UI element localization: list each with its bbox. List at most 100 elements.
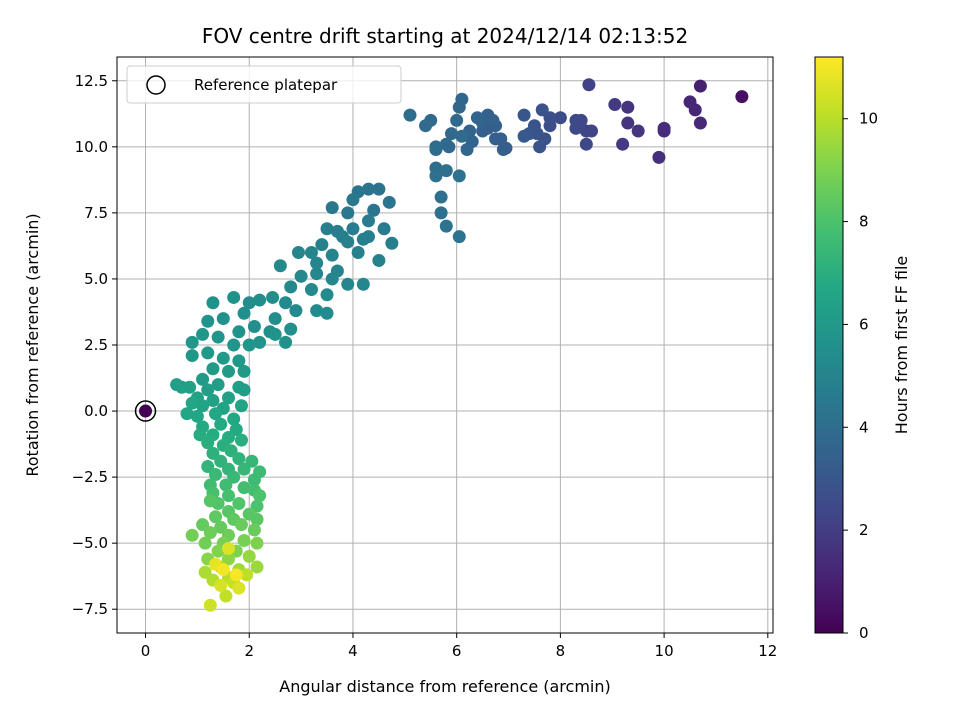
x-axis-ticks: 0 2 4 6 8 10 12 — [141, 633, 777, 660]
data-point — [250, 512, 264, 526]
data-point — [496, 142, 510, 156]
data-point — [631, 124, 645, 138]
data-point — [452, 230, 466, 244]
data-point — [693, 116, 707, 130]
x-tick-label: 8 — [556, 642, 566, 660]
data-point — [315, 238, 329, 252]
data-point — [247, 320, 261, 334]
data-point — [237, 534, 251, 548]
data-point — [201, 460, 215, 474]
data-point — [214, 417, 228, 431]
data-point — [543, 119, 557, 133]
data-point — [372, 182, 386, 196]
data-point — [419, 119, 433, 133]
data-point — [346, 193, 360, 207]
x-tick-label: 6 — [452, 642, 462, 660]
data-point — [284, 280, 298, 294]
data-point — [214, 454, 228, 468]
data-points — [134, 78, 749, 612]
data-point — [341, 277, 355, 291]
data-point — [196, 518, 210, 532]
data-point — [253, 465, 267, 479]
legend-box — [126, 65, 402, 104]
y-tick-label: 5.0 — [84, 270, 108, 288]
y-axis-label: Rotation from reference (arcmin) — [23, 213, 42, 476]
colorbar: 0 2 4 6 8 10 Hours from first FF file — [814, 56, 911, 642]
data-point — [362, 182, 376, 196]
data-point — [403, 108, 417, 122]
data-point — [203, 598, 217, 612]
data-point — [229, 568, 243, 582]
data-point — [608, 98, 622, 112]
data-point — [229, 423, 243, 437]
data-point — [232, 452, 246, 466]
data-point — [221, 541, 235, 555]
data-point — [535, 103, 549, 117]
data-point — [234, 399, 248, 413]
data-point — [320, 222, 334, 236]
data-point — [232, 325, 246, 339]
data-point — [216, 563, 230, 577]
data-point — [209, 407, 223, 421]
colorbar-tick-label: 0 — [859, 624, 869, 642]
data-point — [310, 304, 324, 318]
x-tick-label: 0 — [141, 642, 151, 660]
colorbar-label: Hours from first FF file — [892, 256, 911, 435]
data-point — [201, 314, 215, 328]
data-point — [232, 581, 246, 595]
data-point — [253, 293, 267, 307]
data-point — [582, 78, 596, 92]
data-point — [382, 195, 396, 209]
data-point — [224, 444, 238, 458]
legend: Reference platepar — [126, 65, 402, 104]
colorbar-ticks: 0 2 4 6 8 10 — [843, 110, 878, 642]
data-point — [304, 246, 318, 260]
data-point — [429, 169, 443, 183]
data-point — [221, 552, 235, 566]
data-point — [341, 206, 355, 220]
data-point — [292, 246, 306, 260]
data-point — [196, 372, 210, 386]
data-point — [209, 510, 223, 524]
y-tick-label: 7.5 — [84, 204, 108, 222]
data-point — [304, 283, 318, 297]
x-tick-label: 2 — [244, 642, 254, 660]
x-tick-label: 4 — [348, 642, 358, 660]
data-point — [616, 137, 630, 151]
data-point — [579, 137, 593, 151]
data-point — [185, 349, 199, 363]
data-point — [211, 544, 225, 558]
data-point — [470, 111, 484, 125]
data-point — [198, 565, 212, 579]
data-point — [273, 259, 287, 273]
y-axis-ticks: −7.5 −5.0 −2.5 0.0 2.5 5.0 7.5 10.0 12.5 — [72, 72, 117, 618]
data-point — [221, 489, 235, 503]
data-point — [206, 446, 220, 460]
data-point — [367, 203, 381, 217]
data-point — [320, 288, 334, 302]
data-point — [310, 256, 324, 270]
data-point — [196, 327, 210, 341]
data-point — [294, 269, 308, 283]
data-point — [553, 111, 567, 125]
x-tick-label: 10 — [655, 642, 674, 660]
data-point — [253, 489, 267, 503]
data-point — [185, 528, 199, 542]
data-point — [253, 335, 267, 349]
data-point — [268, 327, 282, 341]
data-point — [250, 560, 264, 574]
colorbar-tick-label: 10 — [859, 110, 878, 128]
data-point — [266, 290, 280, 304]
data-point — [517, 108, 531, 122]
data-point — [584, 124, 598, 138]
data-point — [196, 399, 210, 413]
data-point — [325, 201, 339, 215]
x-tick-label: 12 — [758, 642, 777, 660]
legend-marker-icon — [146, 75, 166, 95]
data-point — [214, 578, 228, 592]
data-point — [652, 150, 666, 164]
data-point — [284, 322, 298, 336]
data-point — [250, 499, 264, 513]
data-point — [434, 190, 448, 204]
data-point — [185, 396, 199, 410]
